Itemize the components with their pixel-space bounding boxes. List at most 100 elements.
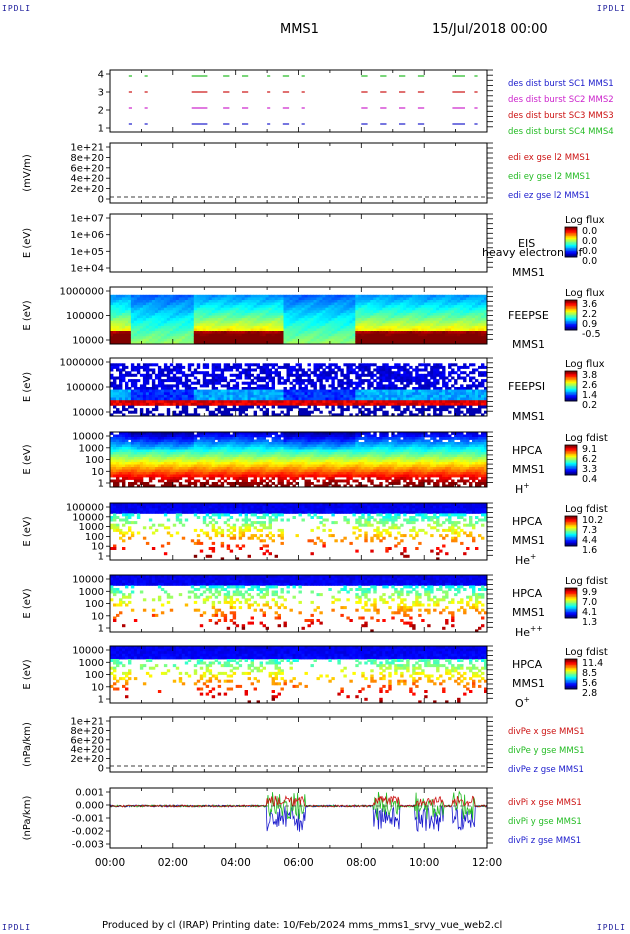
heatmap-cell: [346, 387, 350, 390]
heatmap-cell: [178, 371, 183, 375]
heatmap-cell: [484, 341, 488, 345]
heatmap-cell: [226, 305, 231, 309]
heatmap-cell: [113, 392, 117, 396]
heatmap-cell: [125, 439, 129, 443]
heatmap-cell: [433, 368, 437, 372]
heatmap-cell: [274, 397, 278, 401]
heatmap-cell: [154, 394, 159, 398]
heatmap-cell: [436, 300, 440, 303]
heatmap-cell: [361, 368, 365, 372]
heatmap-cell: [418, 333, 422, 337]
heatmap-cell: [433, 315, 437, 319]
heatmap-cell: [349, 363, 353, 367]
heatmap-cell: [367, 389, 371, 393]
heatmap-cell: [208, 302, 213, 306]
heatmap-cell: [334, 307, 338, 311]
heatmap-cell: [352, 381, 356, 385]
heatmap-cell: [262, 400, 266, 404]
heatmap-cell: [175, 294, 180, 298]
heatmap-cell: [133, 328, 138, 332]
heatmap-cell: [265, 320, 269, 324]
heatmap-cell: [475, 338, 479, 342]
heatmap-cell: [328, 300, 332, 303]
heatmap-cell: [313, 384, 317, 388]
heatmap-cell: [181, 312, 186, 316]
colorbar-cell: [565, 322, 577, 325]
heatmap-cell: [469, 363, 473, 367]
heatmap-cell: [430, 325, 434, 329]
heatmap-cell: [448, 410, 452, 414]
heatmap-cell: [130, 328, 135, 332]
heatmap-cell: [133, 300, 138, 303]
heatmap-cell: [361, 323, 365, 327]
heatmap-cell: [178, 307, 183, 311]
heatmap-cell: [394, 336, 398, 340]
heatmap-cell: [304, 325, 308, 329]
heatmap-cell: [460, 297, 464, 301]
heatmap-cell: [391, 384, 395, 388]
heatmap-cell: [472, 408, 476, 412]
heatmap-cell: [280, 405, 284, 409]
heatmap-cell: [454, 392, 458, 396]
heatmap-cell: [403, 397, 407, 401]
heatmap-cell: [122, 312, 126, 316]
heatmap-cell: [256, 397, 260, 401]
heatmap-cell: [116, 439, 120, 443]
heatmap-cell: [122, 408, 126, 412]
y-tick-label: 100000: [66, 311, 104, 322]
heatmap-cell: [427, 371, 431, 375]
heatmap-cell: [484, 392, 488, 396]
heatmap-cell: [418, 328, 422, 332]
heatmap-cell: [442, 368, 446, 372]
heatmap-cell: [313, 368, 317, 372]
heatmap-cell: [130, 472, 135, 475]
heatmap-cell: [430, 368, 434, 372]
heatmap-cell: [205, 365, 210, 369]
heatmap-cell: [340, 312, 344, 316]
y-tick-label: 1e+07: [70, 214, 104, 225]
heatmap-cell: [319, 318, 323, 322]
heatmap-cell: [256, 305, 260, 309]
heatmap-cell: [125, 402, 129, 406]
heatmap-cell: [361, 405, 365, 409]
heatmap-cell: [349, 300, 353, 303]
heatmap-cell: [250, 323, 254, 327]
heatmap-cell: [116, 482, 120, 485]
heatmap-cell: [355, 320, 359, 324]
heatmap-cell: [481, 325, 485, 329]
heatmap-cell: [190, 320, 195, 324]
heatmap-cell: [310, 297, 314, 301]
heatmap-cell: [409, 300, 413, 303]
heatmap-cell: [280, 381, 284, 385]
heatmap-cell: [388, 397, 392, 401]
heatmap-cell: [367, 331, 371, 334]
heatmap-cell: [469, 320, 473, 324]
heatmap-cell: [208, 307, 213, 311]
heatmap-cell: [304, 384, 308, 388]
heatmap-cell: [166, 294, 171, 298]
heatmap-cell: [178, 323, 183, 327]
y-tick-label: 6e+20: [70, 163, 104, 174]
heatmap-cell: [418, 315, 422, 319]
heatmap-cell: [166, 368, 171, 372]
heatmap-cell: [133, 462, 138, 465]
heatmap-cell: [136, 472, 141, 475]
heatmap-cell: [283, 325, 287, 329]
heatmap-cell: [409, 315, 413, 319]
heatmap-cell: [259, 338, 263, 342]
heatmap-cell: [253, 331, 257, 334]
heatmap-cell: [139, 474, 144, 478]
heatmap-cell: [460, 320, 464, 324]
heatmap-cell: [169, 387, 174, 390]
heatmap-cell: [110, 320, 114, 324]
heatmap-cell: [466, 318, 470, 322]
heatmap-cell: [361, 320, 365, 324]
heatmap-cell: [328, 297, 332, 301]
heatmap-cell: [163, 336, 168, 340]
heatmap-cell: [379, 381, 383, 385]
heatmap-cell: [247, 387, 251, 390]
heatmap-cell: [229, 328, 234, 332]
heatmap-cell: [319, 336, 323, 340]
heatmap-cell: [484, 315, 488, 319]
heatmap-cell: [145, 392, 150, 396]
